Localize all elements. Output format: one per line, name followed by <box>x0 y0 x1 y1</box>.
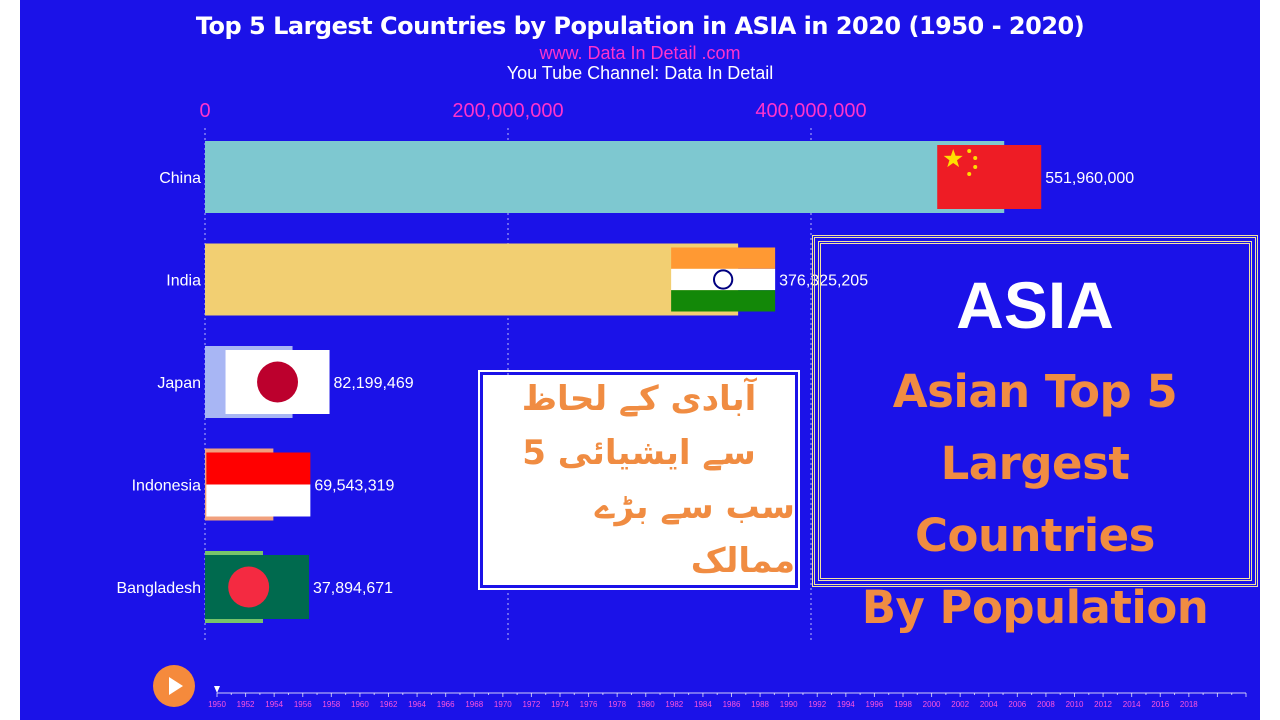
x-tick-label: 200,000,000 <box>452 100 563 122</box>
timeline-year-label: 1990 <box>780 700 798 709</box>
timeline-year-label: 1988 <box>751 700 769 709</box>
value-label: 376,325,205 <box>779 273 868 290</box>
timeline-year-label: 1962 <box>380 700 398 709</box>
timeline-year-label: 1974 <box>551 700 569 709</box>
timeline-year-label: 2016 <box>1151 700 1169 709</box>
timeline-marker <box>214 686 220 693</box>
bar-china <box>205 141 1005 213</box>
bangladesh-flag <box>205 555 309 619</box>
timeline-year-label: 1950 <box>208 700 226 709</box>
channel-label: You Tube Channel: Data In Detail <box>506 63 774 83</box>
category-label: India <box>166 273 201 290</box>
urdu-line-3: سب سے بڑے ممالک <box>594 487 795 581</box>
x-tick-label: 0 <box>199 100 210 122</box>
timeline-year-label: 1958 <box>322 700 340 709</box>
timeline-year-label: 1968 <box>465 700 483 709</box>
value-label: 551,960,000 <box>1045 170 1134 187</box>
value-label: 82,199,469 <box>334 375 414 392</box>
timeline-year-label: 2002 <box>951 700 969 709</box>
play-button[interactable] <box>153 665 195 707</box>
timeline-year-label: 1952 <box>237 700 255 709</box>
timeline-year-label: 1978 <box>608 700 626 709</box>
timeline-year-label: 2010 <box>1066 700 1084 709</box>
timeline-year-label: 1994 <box>837 700 855 709</box>
timeline-year-label: 1964 <box>408 700 426 709</box>
timeline-year-label: 1956 <box>294 700 312 709</box>
timeline-year-label: 1954 <box>265 700 283 709</box>
category-label: Bangladesh <box>116 580 201 597</box>
timeline-year-label: 1966 <box>437 700 455 709</box>
x-tick-label: 400,000,000 <box>755 100 866 122</box>
timeline-year-label: 1970 <box>494 700 512 709</box>
timeline-year-label: 2008 <box>1037 700 1055 709</box>
chart-title: Top 5 Largest Countries by Population in… <box>195 12 1085 40</box>
timeline-year-label: 2018 <box>1180 700 1198 709</box>
website-label: www. Data In Detail .com <box>539 43 741 63</box>
value-label: 37,894,671 <box>313 580 393 597</box>
india-flag <box>671 247 776 312</box>
timeline-year-label: 1972 <box>523 700 541 709</box>
value-label: 69,543,319 <box>314 478 394 495</box>
category-label: Japan <box>157 375 201 392</box>
japan-flag <box>225 350 330 414</box>
timeline-year-label: 2004 <box>980 700 998 709</box>
china-flag <box>937 145 1042 209</box>
timeline-year-label: 1992 <box>808 700 826 709</box>
promo-heading: ASIA <box>956 268 1114 342</box>
promo-line-1: Asian Top 5 <box>892 365 1178 418</box>
urdu-line-1: آبادی کے لحاظ <box>521 379 757 419</box>
promo-line-2: Largest Countries <box>915 437 1155 562</box>
timeline-year-label: 1998 <box>894 700 912 709</box>
timeline-year-label: 1996 <box>866 700 884 709</box>
timeline-year-label: 1976 <box>580 700 598 709</box>
timeline-year-label: 2014 <box>1123 700 1141 709</box>
urdu-info-box: آبادی کے لحاظ سے ایشیائی 5 سب سے بڑے مما… <box>478 370 800 590</box>
timeline-year-label: 1960 <box>351 700 369 709</box>
timeline-year-label: 2012 <box>1094 700 1112 709</box>
promo-line-3: By Population <box>861 581 1209 634</box>
indonesia-flag <box>206 452 311 517</box>
timeline-year-label: 1984 <box>694 700 712 709</box>
play-icon <box>169 677 183 695</box>
category-label: Indonesia <box>132 478 201 495</box>
timeline-year-label: 2006 <box>1008 700 1026 709</box>
timeline-year-label: 2000 <box>923 700 941 709</box>
category-label: China <box>159 170 201 187</box>
promo-box: ASIA Asian Top 5 Largest Countries By Po… <box>812 235 1258 634</box>
bar-india <box>205 243 739 316</box>
timeline-year-label: 1980 <box>637 700 655 709</box>
timeline-year-label: 1982 <box>665 700 683 709</box>
urdu-line-2: سے ایشیائی 5 <box>522 433 756 473</box>
timeline-year-label: 1986 <box>723 700 741 709</box>
